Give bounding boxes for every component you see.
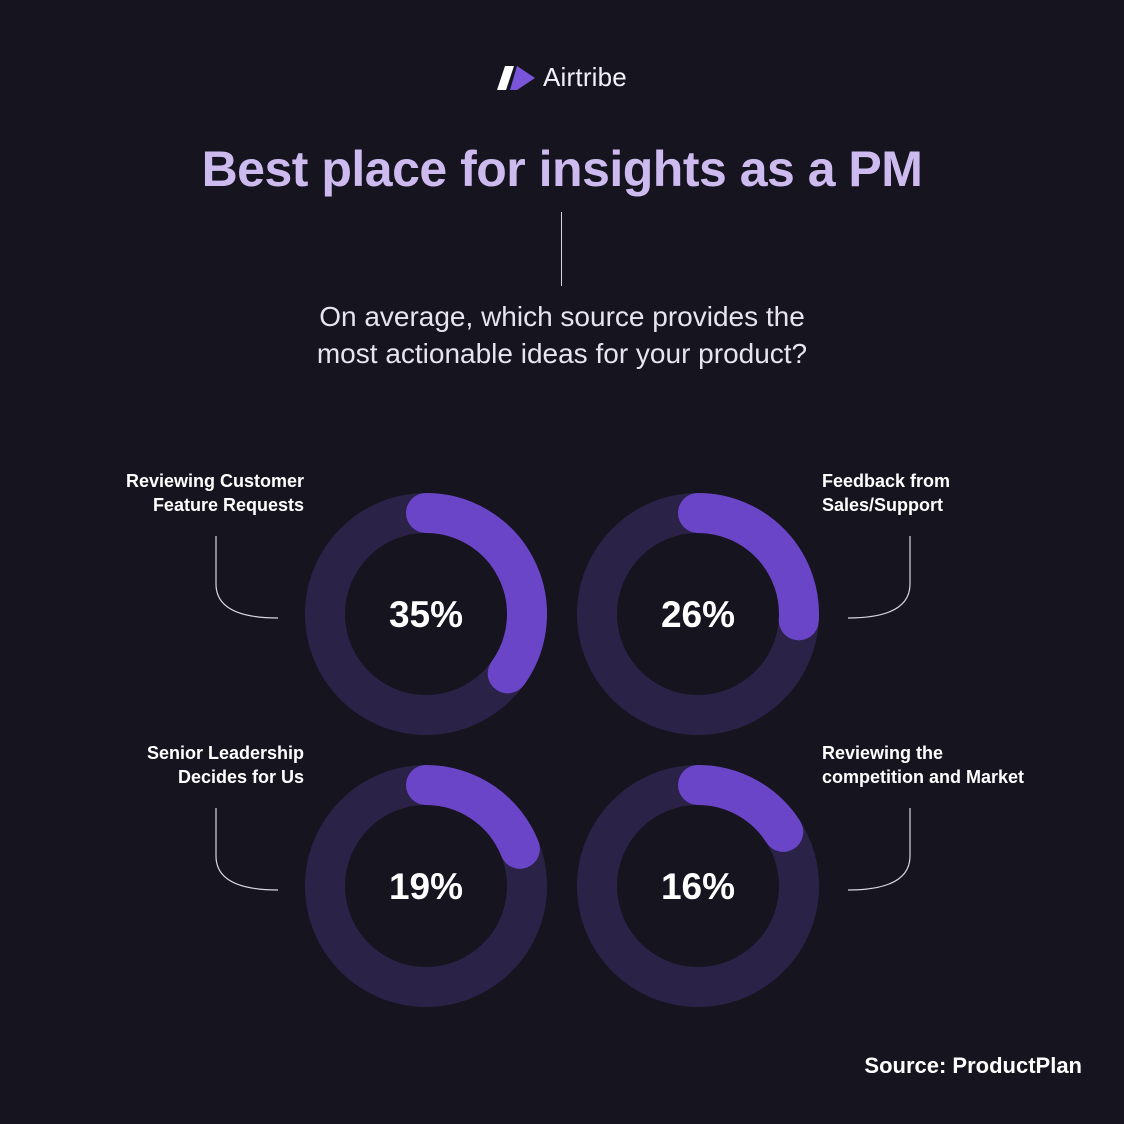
page-title: Best place for insights as a PM <box>201 141 923 197</box>
category-label-line: Feedback from <box>822 471 950 491</box>
donut-chart-2: 26% Feedback from Sales/Support <box>577 471 950 735</box>
donut-value-label: 26% <box>661 594 735 635</box>
donut-value-label: 19% <box>389 866 463 907</box>
donut-chart-1: 35% Reviewing Customer Feature Requests <box>126 471 547 735</box>
category-label: Reviewing Customer Feature Requests <box>126 471 304 515</box>
question-text: On average, which source provides the mo… <box>212 298 912 372</box>
brand-name: Airtribe <box>543 62 627 92</box>
donut-chart-3: 19% Senior Leadership Decides for Us <box>147 743 547 1007</box>
airtribe-logo-icon <box>497 65 536 90</box>
category-label-line: competition and Market <box>822 767 1024 787</box>
title-divider <box>561 212 562 286</box>
donut-value-arc <box>406 765 540 869</box>
category-label-line: Feature Requests <box>153 495 304 515</box>
label-connector-line <box>215 808 279 891</box>
category-label-line: Reviewing Customer <box>126 471 304 491</box>
donut-value-arc <box>678 765 804 852</box>
category-label: Feedback from Sales/Support <box>822 471 950 515</box>
category-label: Reviewing the competition and Market <box>822 743 1024 787</box>
category-label-line: Reviewing the <box>822 743 943 763</box>
question-line-2: most actionable ideas for your product? <box>316 338 808 369</box>
category-label: Senior Leadership Decides for Us <box>147 743 304 787</box>
label-connector-line <box>847 808 911 891</box>
donut-value-arc <box>406 493 547 694</box>
donut-chart-4: 16% Reviewing the competition and Market <box>577 743 1024 1007</box>
donut-value-label: 35% <box>389 594 463 635</box>
label-connector-line <box>847 536 911 619</box>
category-label-line: Senior Leadership <box>147 743 304 763</box>
category-label-line: Decides for Us <box>178 767 304 787</box>
donut-value-label: 16% <box>661 866 735 907</box>
donut-value-arc <box>678 493 819 641</box>
source-credit: Source: ProductPlan <box>864 1053 1082 1078</box>
category-label-line: Sales/Support <box>822 495 943 515</box>
question-line-1: On average, which source provides the <box>319 301 805 332</box>
label-connector-line <box>215 536 279 619</box>
brand: Airtribe <box>0 62 1124 93</box>
